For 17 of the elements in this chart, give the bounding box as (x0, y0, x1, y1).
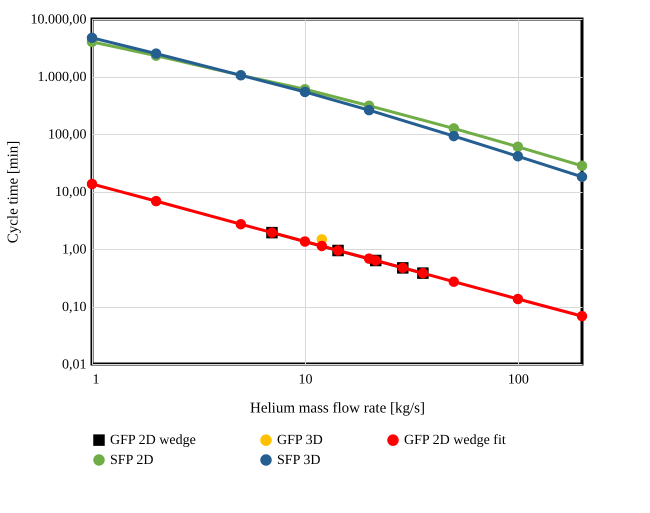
x-tick-label: 100 (508, 372, 529, 388)
legend-label: GFP 2D wedge fit (404, 433, 506, 448)
x-tick-label: 10 (298, 372, 312, 388)
y-axis-title: Cycle time [min] (6, 140, 22, 244)
y-tick-label: 1,00 (62, 242, 86, 258)
legend-label: SFP 2D (110, 453, 154, 468)
legend-label: SFP 3D (277, 453, 320, 468)
x-axis-title: Helium mass flow rate [kg/s] (250, 400, 425, 416)
y-tick-label: 10.000,00 (30, 12, 86, 28)
legend-label: GFP 2D wedge (110, 433, 196, 448)
y-tick-label: 0,10 (62, 300, 86, 315)
legend-label: GFP 3D (277, 433, 323, 448)
y-tick-label: 1.000,00 (38, 70, 86, 85)
y-tick-label: 10,00 (55, 185, 86, 200)
x-tick-label: 1 (92, 372, 100, 388)
y-tick-label: 100,00 (48, 128, 86, 142)
y-tick-label: 0,01 (62, 358, 86, 372)
